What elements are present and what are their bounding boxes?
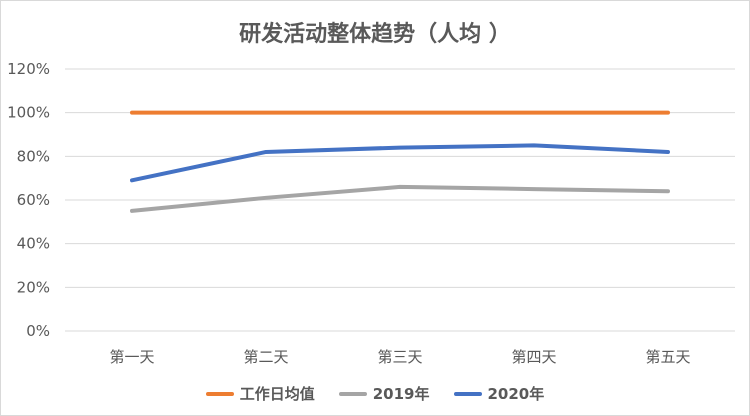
y-tick-label: 80% <box>17 147 50 165</box>
x-tick-label: 第三天 <box>377 348 422 366</box>
legend-swatch <box>338 391 367 396</box>
y-tick-label: 120% <box>7 60 50 78</box>
legend-swatch <box>205 391 234 396</box>
legend-item: 2019年 <box>338 383 430 404</box>
x-tick-label: 第四天 <box>511 348 556 366</box>
y-tick-label: 20% <box>17 278 50 296</box>
legend-swatch <box>453 391 482 396</box>
y-tick-label: 100% <box>7 104 50 122</box>
legend-label: 2019年 <box>372 385 430 403</box>
legend-label: 2020年 <box>487 385 545 403</box>
x-tick-label: 第二天 <box>243 348 288 366</box>
x-tick-label: 第一天 <box>109 348 154 366</box>
legend-item: 工作日均值 <box>205 383 315 404</box>
legend-label: 工作日均值 <box>239 385 315 403</box>
chart-title: 研发活动整体趋势（人均 ） <box>239 22 511 47</box>
chart-legend: 工作日均值 2019年 2020年 <box>0 383 750 404</box>
legend-item: 2020年 <box>453 383 545 404</box>
series-line-1 <box>130 184 670 213</box>
x-tick-label: 第五天 <box>645 348 690 366</box>
y-tick-label: 60% <box>17 191 50 209</box>
y-tick-label: 40% <box>17 235 50 253</box>
series-line-2 <box>130 143 670 183</box>
y-tick-label: 0% <box>26 322 50 340</box>
